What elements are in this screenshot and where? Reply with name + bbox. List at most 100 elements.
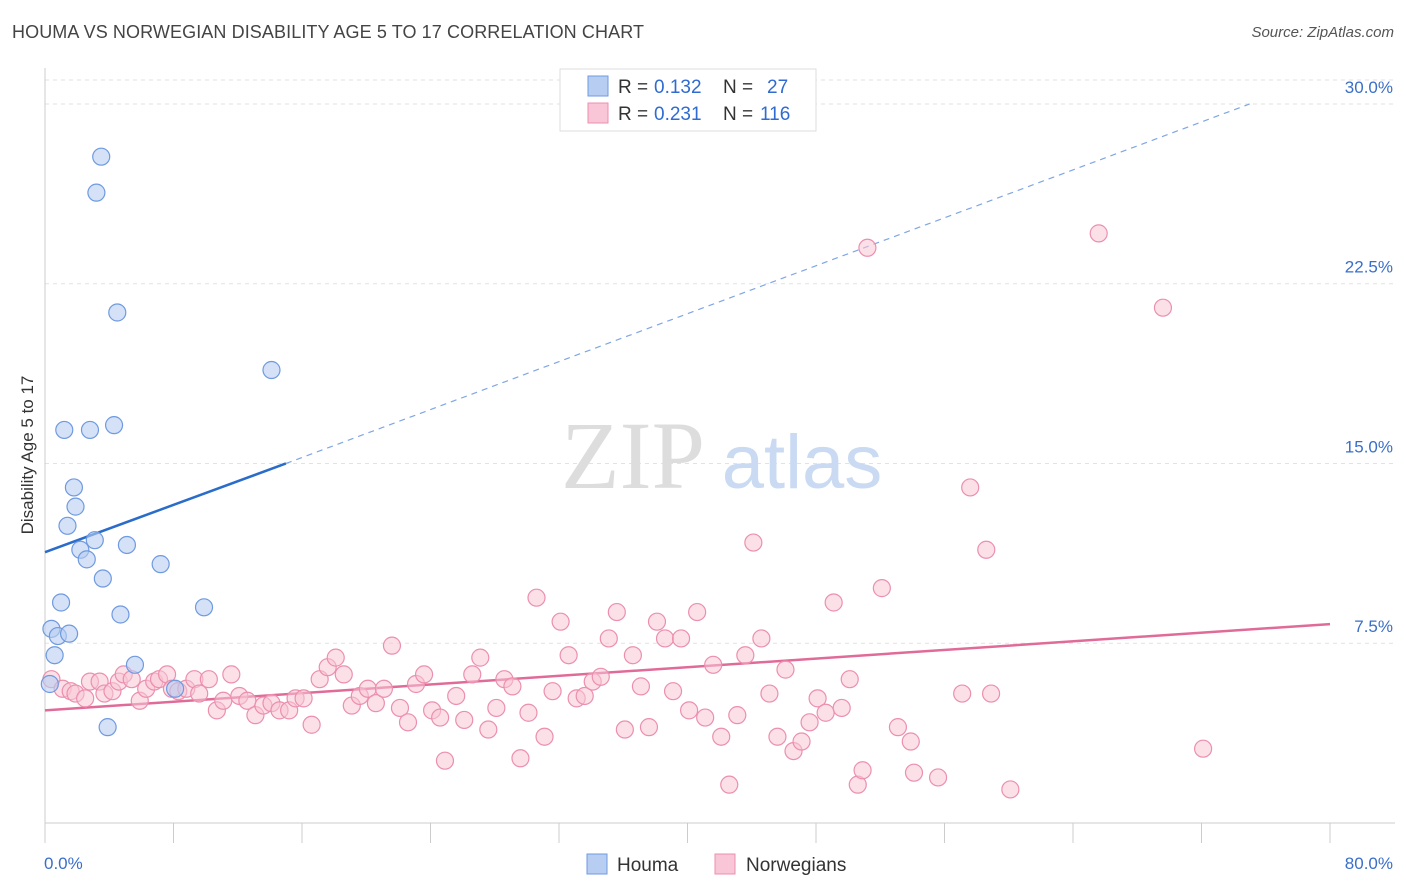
norwegians-point <box>728 706 747 725</box>
norwegians-point <box>760 684 779 703</box>
houma-trend-line <box>44 462 287 554</box>
norwegians-point <box>776 660 795 679</box>
legend-norwegians-r-label: R = <box>618 104 648 125</box>
norwegians-point <box>551 612 570 631</box>
norwegians-point <box>334 665 353 684</box>
norwegians-points <box>42 224 1213 799</box>
norwegians-point <box>981 684 1001 703</box>
norwegians-point <box>463 665 482 684</box>
norwegians-point <box>696 708 715 727</box>
norwegians-point <box>623 646 642 665</box>
norwegians-point <box>503 677 522 696</box>
norwegians-point <box>858 238 877 257</box>
norwegians-point <box>535 727 554 746</box>
norwegians-point <box>591 667 610 686</box>
gridlines <box>45 79 1395 644</box>
houma-point <box>166 679 185 698</box>
norwegians-point <box>928 768 948 787</box>
norwegians-point <box>199 670 218 689</box>
bottom-legend-norwegians-label: Norwegians <box>746 855 846 876</box>
watermark-atlas: atlas <box>722 420 883 505</box>
norwegians-point <box>752 629 771 648</box>
norwegians-trend-line <box>44 622 1331 712</box>
norwegians-point <box>680 701 699 720</box>
norwegians-point <box>904 763 924 782</box>
legend-houma-r-label: R = <box>618 77 648 98</box>
bottom-legend-houma-label: Houma <box>617 855 679 876</box>
norwegians-point <box>720 775 739 794</box>
houma-point <box>111 605 130 624</box>
trend-lines <box>44 103 1331 712</box>
norwegians-point <box>599 629 618 648</box>
norwegians-point <box>435 751 455 770</box>
source-credit: Source: ZipAtlas.com <box>1251 24 1394 41</box>
houma-point <box>98 718 117 737</box>
chart-title: HOUMA VS NORWEGIAN DISABILITY AGE 5 TO 1… <box>12 22 645 42</box>
norwegians-point <box>800 713 819 732</box>
houma-point <box>64 478 84 497</box>
norwegians-point <box>888 718 908 737</box>
houma-point <box>58 516 77 535</box>
norwegians-point <box>575 686 594 706</box>
norwegians-point <box>455 710 474 730</box>
norwegians-point <box>631 677 651 696</box>
houma-point <box>125 655 145 674</box>
x-tick-labels: 0.0% 80.0% <box>44 854 1393 873</box>
houma-point <box>104 416 124 435</box>
norwegians-point <box>479 720 498 739</box>
norwegians-point <box>872 579 891 598</box>
legend-norwegians-r-value: 0.231 <box>654 104 702 125</box>
norwegians-point <box>519 703 538 722</box>
norwegians-point <box>768 727 787 746</box>
houma-point <box>85 531 104 550</box>
legend-houma-swatch <box>587 75 609 97</box>
y-tick-label: 22.5% <box>1345 258 1393 277</box>
y-tick-labels: 7.5% 15.0% 22.5% 30.0% <box>1345 78 1393 636</box>
norwegians-point <box>414 665 434 684</box>
legend-norwegians-n-label: N = <box>723 104 753 125</box>
norwegians-point <box>447 686 466 706</box>
bottom-legend-houma-swatch <box>586 853 608 875</box>
norwegians-point <box>901 732 920 751</box>
norwegians-point <box>374 679 394 698</box>
norwegians-point <box>704 655 723 674</box>
norwegians-point <box>222 665 241 684</box>
norwegians-point <box>1153 298 1173 317</box>
houma-point <box>80 420 100 440</box>
houma-point <box>77 550 96 569</box>
houma-point <box>93 569 112 588</box>
legend-norwegians-swatch <box>587 102 609 124</box>
norwegians-point <box>382 636 402 655</box>
x-tick-label-max: 80.0% <box>1345 854 1393 873</box>
norwegians-point <box>471 648 490 667</box>
houma-point <box>117 535 137 555</box>
norwegians-point <box>615 720 634 739</box>
norwegians-point <box>977 540 996 559</box>
norwegians-point <box>744 533 763 552</box>
norwegians-point <box>663 682 683 701</box>
houma-point <box>194 598 214 617</box>
norwegians-point <box>294 689 313 708</box>
legend-houma-n-value: 27 <box>767 77 788 98</box>
norwegians-point <box>76 689 95 708</box>
watermark-zip: ZIP <box>561 402 705 509</box>
axes <box>44 68 1395 843</box>
norwegians-point <box>688 602 707 622</box>
legend-houma-r-value: 0.132 <box>654 77 702 98</box>
legend-norwegians-n-value: 116 <box>760 104 790 125</box>
norwegians-point <box>366 694 385 713</box>
norwegians-point <box>559 646 578 665</box>
norwegians-point <box>853 761 872 780</box>
legend-houma-n-label: N = <box>723 77 753 98</box>
norwegians-point <box>1001 780 1020 799</box>
norwegians-point <box>214 691 233 710</box>
houma-points <box>40 147 281 737</box>
houma-point <box>55 420 74 440</box>
y-tick-label: 15.0% <box>1345 437 1393 456</box>
norwegians-point <box>647 612 667 631</box>
norwegians-point <box>1194 739 1213 758</box>
norwegians-point <box>302 715 321 734</box>
houma-point <box>66 497 85 516</box>
y-tick-label: 30.0% <box>1345 78 1393 97</box>
